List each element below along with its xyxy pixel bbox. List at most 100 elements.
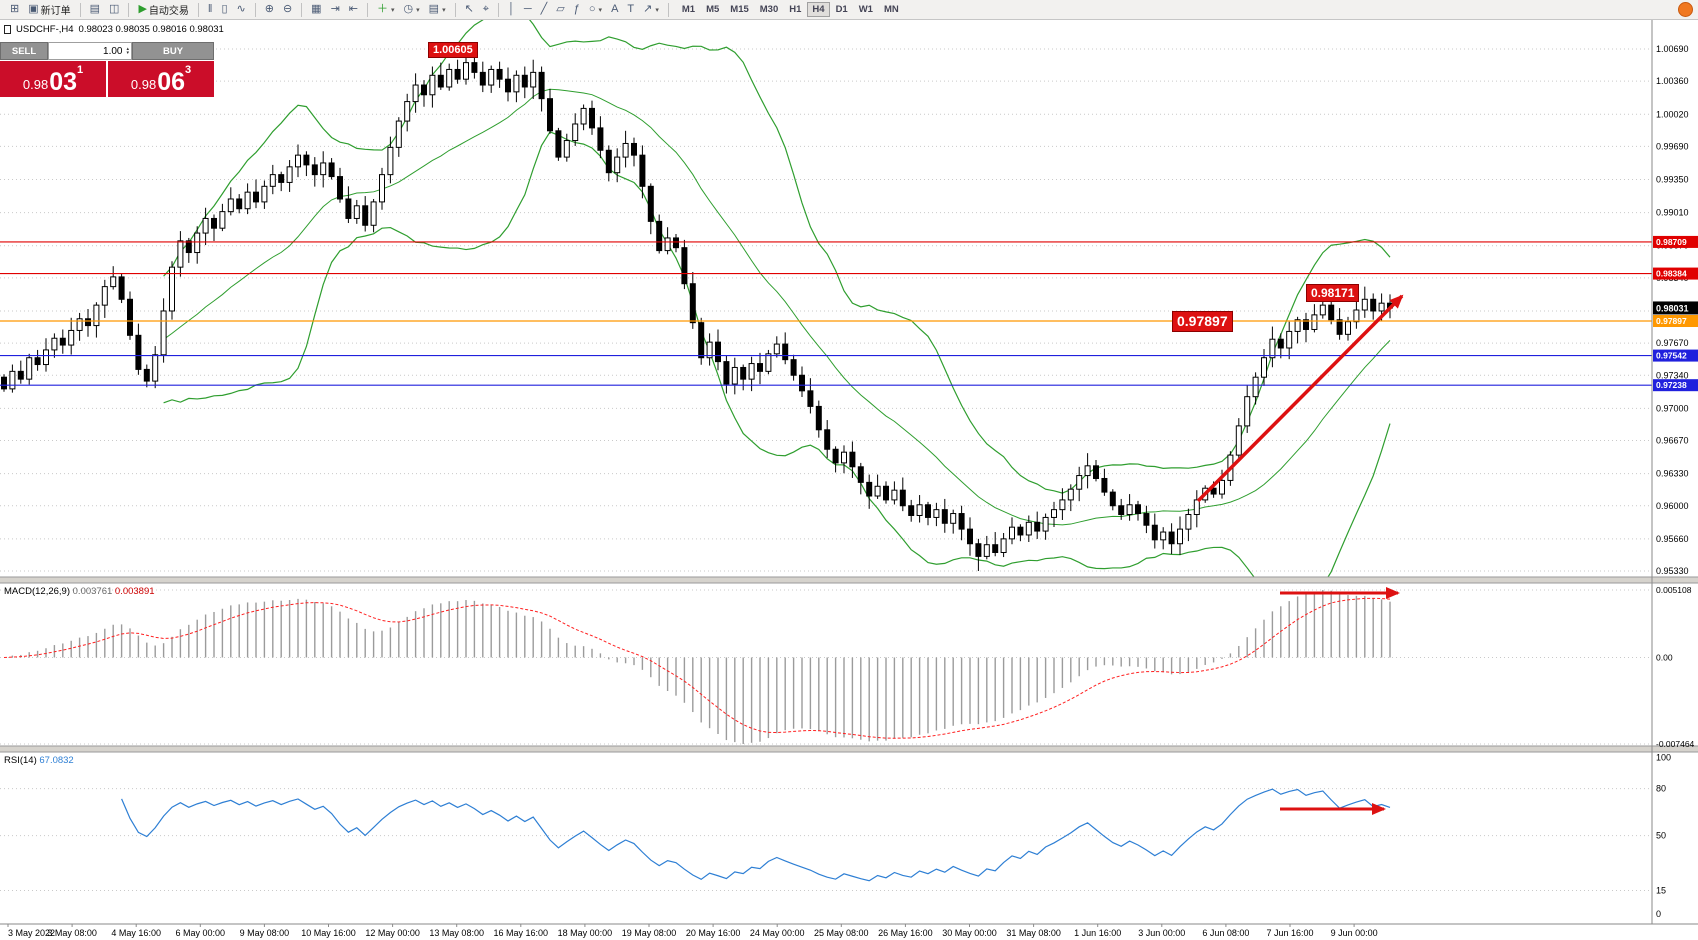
- tile-windows-button[interactable]: ▦: [307, 1, 325, 18]
- chart-bars-button[interactable]: ‖: [204, 1, 217, 18]
- timeframe-m15-button[interactable]: M15: [725, 2, 753, 17]
- timeframe-d1-button[interactable]: D1: [831, 2, 853, 17]
- crosshair-icon: ⌖: [482, 3, 489, 15]
- svg-text:15: 15: [1656, 885, 1666, 895]
- svg-text:31 May 08:00: 31 May 08:00: [1006, 928, 1061, 938]
- templates-button[interactable]: ▤ ▾: [425, 1, 450, 18]
- toolbar-separator: [254, 2, 256, 17]
- trendline-button[interactable]: ╱: [537, 1, 552, 18]
- vertical-line-icon: │: [508, 3, 515, 15]
- toolbar-separator: [197, 2, 199, 17]
- toolbar-separator: [667, 2, 669, 17]
- toolbar-group: ‖ ▯ ∿: [201, 1, 253, 18]
- indicators-icon: ＋: [377, 3, 389, 15]
- zoom-out-button[interactable]: ⊖: [279, 1, 296, 18]
- chart-candles-button[interactable]: ▯: [217, 1, 231, 18]
- tile-windows-icon: ▦: [311, 3, 322, 15]
- timeframe-m5-button[interactable]: M5: [701, 2, 724, 17]
- channel-button[interactable]: ▱: [552, 1, 568, 18]
- channel-icon: ▱: [556, 3, 565, 15]
- lot-spinner[interactable]: ▴ ▾: [126, 46, 129, 56]
- templates-icon: ▤: [428, 3, 440, 15]
- profiles-button[interactable]: ▤: [86, 1, 104, 18]
- chart-area[interactable]: 1.00690 1.00360 1.00020 0.99690 0.99350 0.990…: [0, 20, 1698, 940]
- text-icon: A: [611, 3, 619, 15]
- autotrading-button[interactable]: ▶ 自动交易: [134, 1, 192, 18]
- new-order-button[interactable]: ▣ 新订单: [24, 1, 74, 18]
- market-watch-icon: ◫: [109, 3, 120, 15]
- trend-arrow[interactable]: [1196, 294, 1404, 503]
- annotation-high-price[interactable]: 1.00605: [428, 42, 478, 58]
- arrows-button[interactable]: ↗ ▾: [639, 1, 663, 18]
- annotation-support-price[interactable]: 0.97897: [1172, 311, 1233, 332]
- price-grid: 1.00690 1.00360 1.00020 0.99690 0.99350 0.990…: [0, 44, 1689, 576]
- trendline-icon: ╱: [540, 3, 548, 15]
- svg-text:0.96670: 0.96670: [1656, 436, 1689, 446]
- svg-text:0.98031: 0.98031: [1656, 303, 1689, 313]
- candles-layer: [1, 55, 1393, 571]
- pane-separator[interactable]: [0, 577, 1698, 583]
- shapes-icon: ○: [588, 3, 596, 15]
- text-button[interactable]: A: [607, 1, 622, 18]
- sell-button[interactable]: SELL: [0, 42, 48, 60]
- toolbar-separator: [498, 2, 499, 17]
- bollinger-lower-band: [163, 131, 1391, 577]
- chart-shift-button[interactable]: ⇤: [345, 1, 362, 18]
- shapes-button[interactable]: ○ ▾: [585, 1, 606, 18]
- text-label-button[interactable]: T: [623, 1, 638, 18]
- svg-text:3 Jun 00:00: 3 Jun 00:00: [1138, 928, 1185, 938]
- chart-line-button[interactable]: ∿: [233, 1, 250, 18]
- periods-button[interactable]: ◷ ▾: [400, 1, 424, 18]
- svg-text:0.98384: 0.98384: [1656, 269, 1687, 279]
- vertical-line-button[interactable]: │: [504, 1, 519, 18]
- rsi-indicator-label: RSI(14) 67.0832: [4, 755, 74, 766]
- indicators-button[interactable]: ＋ ▾: [373, 1, 399, 18]
- market-watch-button[interactable]: ◫: [105, 1, 123, 18]
- toolbar-separator: [454, 2, 456, 17]
- buy-button[interactable]: BUY: [132, 42, 214, 60]
- mql5-icon[interactable]: [1678, 2, 1693, 17]
- timeframe-m30-button[interactable]: M30: [755, 2, 783, 17]
- arrows-icon: ↗: [643, 3, 653, 15]
- profiles-icon: ▤: [89, 3, 101, 15]
- new-chart-button[interactable]: ⊞: [6, 1, 23, 18]
- annotation-breakout-price[interactable]: 0.98171: [1306, 284, 1360, 302]
- symbol-name: USDCHF-,H4: [16, 24, 74, 35]
- timeframe-h4-button[interactable]: H4: [807, 2, 830, 17]
- spinner-down-icon[interactable]: ▾: [126, 50, 129, 56]
- text-label-icon: T: [627, 3, 635, 15]
- sell-price-display[interactable]: 0.98 03 1: [0, 61, 106, 97]
- chart-line-icon: ∿: [236, 3, 246, 15]
- timeframe-w1-button[interactable]: W1: [854, 2, 878, 17]
- symbol-ohlc: 0.98023 0.98035 0.98016 0.98031: [78, 24, 224, 35]
- lot-size-input[interactable]: 1.00 ▴ ▾: [48, 42, 132, 60]
- symbol-info: USDCHF-,H4 0.98023 0.98035 0.98016 0.980…: [4, 24, 224, 35]
- timeframe-m1-button[interactable]: M1: [677, 2, 700, 17]
- bollinger-middle-band: [163, 88, 1391, 526]
- buy-price-display[interactable]: 0.98 06 3: [108, 61, 214, 97]
- svg-text:13 May 08:00: 13 May 08:00: [429, 928, 484, 938]
- svg-text:10 May 16:00: 10 May 16:00: [301, 928, 356, 938]
- zoom-in-icon: ⊕: [264, 3, 274, 15]
- svg-text:3 May 08:00: 3 May 08:00: [47, 928, 97, 938]
- timeframe-mn-button[interactable]: MN: [879, 2, 904, 17]
- horizontal-line-button[interactable]: ─: [520, 1, 536, 18]
- crosshair-button[interactable]: ⌖: [479, 1, 493, 18]
- svg-text:1 Jun 16:00: 1 Jun 16:00: [1074, 928, 1121, 938]
- new-order-icon: ▣: [28, 3, 39, 15]
- cursor-button[interactable]: ↖: [461, 1, 478, 18]
- toolbar-group: │ ─ ╱ ▱ ƒ ○ ▾ A T ↗ ▾: [501, 1, 666, 18]
- svg-text:16 May 16:00: 16 May 16:00: [494, 928, 549, 938]
- fibonacci-button[interactable]: ƒ: [570, 1, 584, 18]
- toolbar-right: [1678, 2, 1695, 17]
- spinner-up-icon[interactable]: ▴: [126, 46, 129, 52]
- svg-text:0.97670: 0.97670: [1656, 338, 1689, 348]
- pane-separator[interactable]: [0, 746, 1698, 752]
- auto-scroll-button[interactable]: ⇥: [327, 1, 344, 18]
- zoom-out-icon: ⊖: [282, 3, 293, 15]
- chevron-down-icon: ▾: [598, 6, 603, 14]
- zoom-in-button[interactable]: ⊕: [261, 1, 278, 18]
- timeframe-h1-button[interactable]: H1: [784, 2, 806, 17]
- svg-text:0.95330: 0.95330: [1656, 566, 1689, 576]
